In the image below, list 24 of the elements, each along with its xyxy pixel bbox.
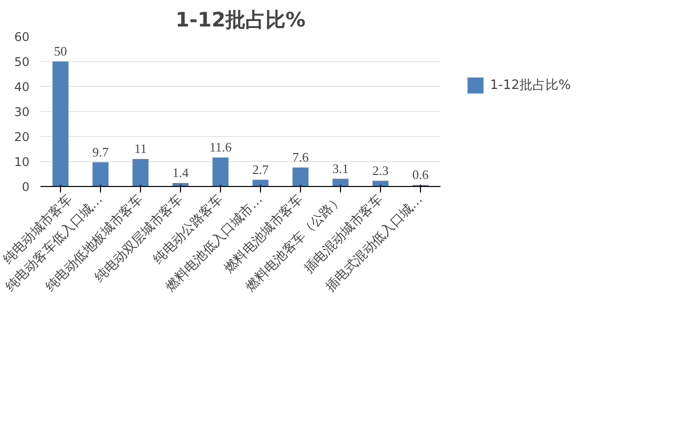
data-label: 11	[134, 141, 147, 156]
data-label: 11.6	[209, 140, 232, 154]
data-label: 9.7	[92, 144, 110, 160]
data-label: 7.6	[292, 150, 310, 164]
legend-label: 1-12批占比%	[490, 76, 571, 94]
bar	[132, 159, 148, 186]
bar	[52, 62, 68, 186]
data-label: 50	[54, 44, 67, 58]
y-tick-label: 50	[14, 55, 30, 69]
y-tick-label: 0	[22, 180, 30, 194]
y-tick-label: 20	[14, 130, 30, 144]
y-tick-label: 60	[14, 30, 30, 44]
data-label: 2.3	[372, 162, 389, 178]
data-label: 0.6	[412, 167, 430, 182]
data-label: 2.7	[252, 162, 270, 177]
bar	[212, 158, 228, 186]
data-label: 1.4	[172, 165, 190, 180]
bar	[292, 168, 308, 186]
y-tick-label: 30	[14, 105, 30, 119]
y-tick-label: 10	[14, 155, 30, 169]
bar	[92, 162, 108, 186]
chart-title: 1-12批占比%	[175, 8, 306, 32]
y-tick-label: 40	[14, 80, 30, 94]
data-label: 3.1	[332, 160, 349, 176]
